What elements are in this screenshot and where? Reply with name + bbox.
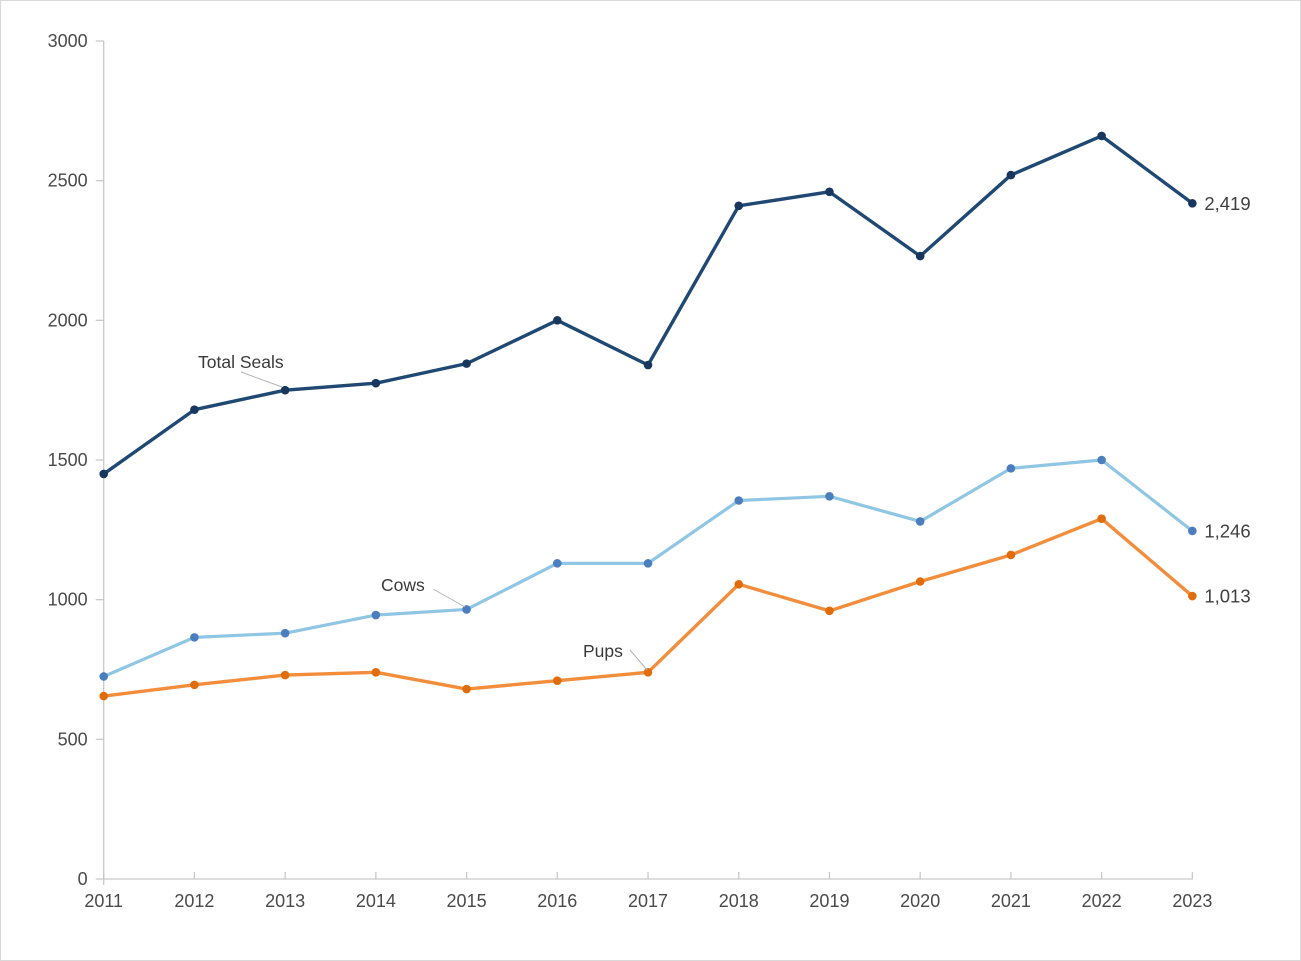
data-point-total-seals-2012[interactable] [190, 405, 199, 415]
series-line-cows[interactable] [102, 458, 1194, 679]
data-point-cows-2016[interactable] [553, 559, 562, 568]
x-tick-label: 2013 [265, 891, 305, 911]
y-tick-label: 0 [78, 869, 88, 889]
x-tick-label: 2012 [174, 891, 214, 911]
data-point-cows-2021[interactable] [1006, 464, 1016, 473]
data-point-total-seals-2016[interactable] [553, 316, 562, 325]
x-tick-label: 2023 [1172, 891, 1212, 911]
x-tick-label: 2011 [84, 891, 123, 911]
x-tick-label: 2020 [900, 891, 940, 911]
data-point-cows-2015[interactable] [462, 605, 471, 614]
x-tick-label: 2014 [356, 891, 396, 911]
data-point-cows-2014[interactable] [371, 610, 381, 620]
series-label-total-seals: Total Seals [198, 352, 284, 372]
data-point-total-seals-2021[interactable] [1006, 170, 1016, 180]
data-point-pups-2023[interactable] [1188, 591, 1197, 601]
data-point-total-seals-2023[interactable] [1188, 198, 1197, 208]
data-point-cows-2020[interactable] [915, 517, 925, 526]
end-value-label-pups: 1,013 [1204, 586, 1250, 607]
data-point-cows-2019[interactable] [825, 492, 834, 501]
y-tick-label: 1000 [48, 590, 88, 610]
data-point-total-seals-2014[interactable] [371, 378, 381, 388]
x-tick-label: 2018 [719, 891, 759, 911]
annotation-leader-total-seals [240, 371, 283, 388]
data-point-pups-2011[interactable] [99, 691, 108, 701]
data-point-total-seals-2011[interactable] [99, 469, 108, 479]
data-point-total-seals-2015[interactable] [462, 359, 471, 368]
annotation-leader-cows [432, 588, 466, 608]
data-point-pups-2015[interactable] [462, 684, 471, 694]
annotation-leader-pups [629, 649, 648, 671]
data-point-pups-2020[interactable] [915, 577, 925, 586]
data-point-pups-2016[interactable] [553, 676, 562, 685]
data-point-total-seals-2022[interactable] [1097, 131, 1106, 141]
data-point-pups-2022[interactable] [1097, 514, 1106, 523]
data-point-cows-2017[interactable] [643, 559, 653, 568]
data-point-pups-2012[interactable] [190, 680, 199, 690]
data-point-total-seals-2020[interactable] [915, 251, 925, 261]
data-point-pups-2014[interactable] [371, 667, 381, 677]
data-point-cows-2013[interactable] [280, 628, 290, 638]
x-tick-label: 2019 [809, 891, 849, 911]
data-point-pups-2017[interactable] [643, 667, 653, 677]
y-tick-label: 1500 [48, 450, 88, 470]
x-tick-label: 2015 [447, 891, 487, 911]
data-point-cows-2023[interactable] [1188, 526, 1197, 536]
y-tick-label: 2000 [48, 310, 88, 330]
x-tick-label: 2017 [628, 891, 668, 911]
x-tick-label: 2021 [991, 891, 1031, 911]
data-point-cows-2022[interactable] [1097, 455, 1106, 465]
x-tick-label: 2022 [1082, 891, 1122, 911]
series-label-pups: Pups [583, 641, 623, 661]
y-tick-label: 2500 [48, 171, 88, 191]
data-point-cows-2012[interactable] [190, 633, 199, 642]
x-tick-label: 2016 [537, 891, 577, 911]
y-tick-label: 3000 [48, 31, 88, 51]
data-point-total-seals-2013[interactable] [280, 385, 290, 395]
data-point-pups-2013[interactable] [280, 670, 290, 680]
data-point-pups-2021[interactable] [1006, 550, 1016, 560]
data-point-cows-2018[interactable] [734, 496, 744, 505]
data-point-total-seals-2018[interactable] [734, 201, 744, 211]
data-point-pups-2019[interactable] [825, 606, 834, 616]
end-value-label-cows: 1,246 [1204, 520, 1250, 541]
data-point-total-seals-2017[interactable] [643, 360, 653, 370]
y-tick-label: 500 [58, 729, 88, 749]
data-point-pups-2018[interactable] [734, 580, 744, 589]
data-point-total-seals-2019[interactable] [825, 187, 834, 197]
series-line-total-seals[interactable] [101, 134, 1195, 476]
data-point-cows-2011[interactable] [99, 672, 108, 681]
series-label-cows: Cows [381, 575, 425, 595]
end-value-label-total-seals: 2,419 [1204, 193, 1250, 214]
